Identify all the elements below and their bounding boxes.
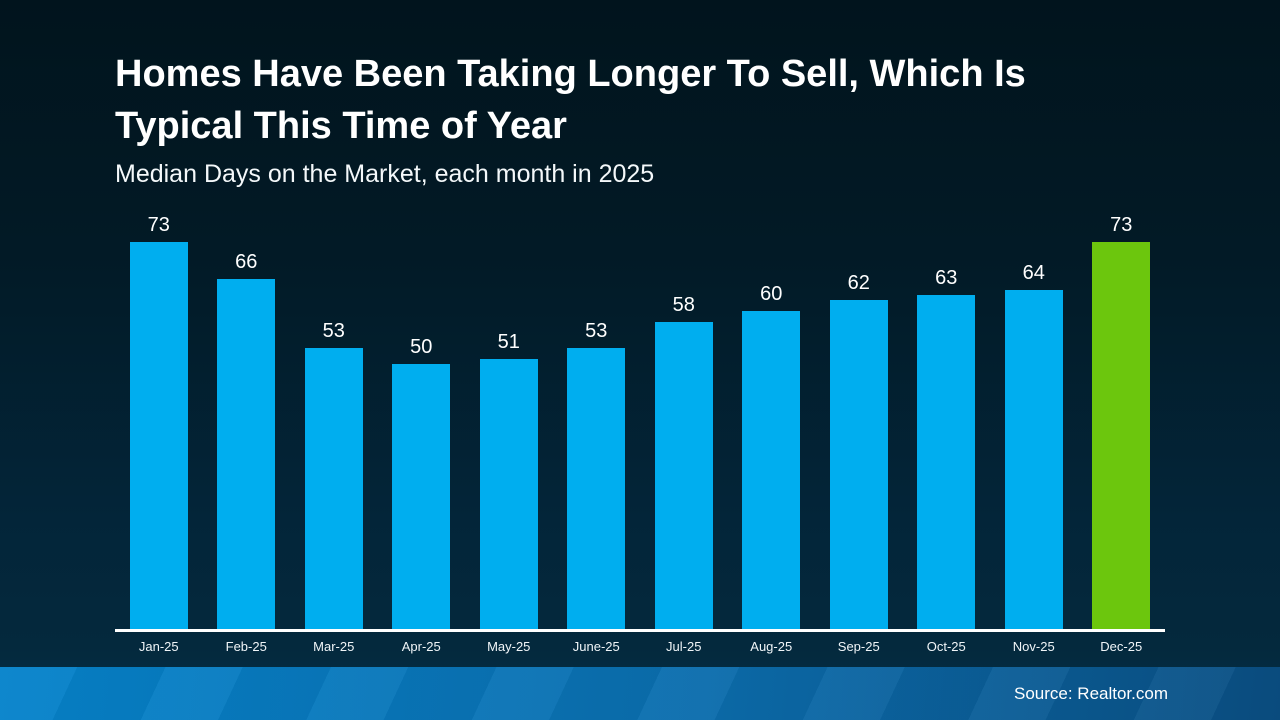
- bar-jan-25: [129, 242, 188, 630]
- bar-column-aug-25: 60: [728, 205, 816, 630]
- bar-value-label: 53: [322, 320, 345, 342]
- bar-column-apr-25: 50: [378, 205, 466, 630]
- bar-column-jul-25: 58: [640, 205, 728, 630]
- bar-oct-25: [917, 295, 976, 630]
- bar-column-feb-25: 66: [203, 205, 291, 630]
- x-axis-tick-label: Oct-25: [926, 639, 966, 654]
- x-axis-tick-label: Dec-25: [1100, 639, 1143, 654]
- x-axis-tick-label: Mar-25: [313, 639, 355, 654]
- x-axis-tick-label: Sep-25: [837, 639, 880, 654]
- bar-column-june-25: 53: [553, 205, 641, 630]
- x-axis-tick-label: May-25: [487, 639, 531, 654]
- bar-chart-plot-area: 73 66 53 50 51 53 58 60 62 63 64 73: [115, 205, 1165, 630]
- bar-column-jan-25: 73: [115, 205, 203, 630]
- chart-title: Homes Have Been Taking Longer To Sell, W…: [115, 53, 1026, 147]
- x-axis-tick-label: Apr-25: [401, 639, 441, 654]
- bar-value-label: 63: [935, 267, 958, 289]
- chart-subtitle: Median Days on the Market, each month in…: [115, 160, 655, 188]
- bar-column-dec-25: 73: [1078, 205, 1166, 630]
- bar-aug-25: [742, 311, 801, 630]
- bar-jul-25: [654, 322, 713, 630]
- bar-value-label: 64: [1022, 262, 1045, 284]
- bar-feb-25: [217, 279, 276, 630]
- bar-sep-25: [829, 300, 888, 630]
- bar-column-oct-25: 63: [903, 205, 991, 630]
- bar-column-may-25: 51: [465, 205, 553, 630]
- bar-column-nov-25: 64: [990, 205, 1078, 630]
- bar-value-label: 58: [672, 294, 695, 316]
- bar-apr-25: [392, 364, 451, 630]
- bar-column-mar-25: 53: [290, 205, 378, 630]
- bar-value-label: 73: [1110, 214, 1133, 236]
- bar-value-label: 50: [410, 336, 433, 358]
- x-axis-tick-label: June-25: [572, 639, 620, 654]
- bar-column-sep-25: 62: [815, 205, 903, 630]
- source-attribution: Source: Realtor.com: [1013, 683, 1168, 703]
- x-axis-tick-label: Feb-25: [225, 639, 267, 654]
- bar-mar-25: [304, 348, 363, 630]
- bar-value-label: 73: [147, 214, 170, 236]
- bar-nov-25: [1004, 290, 1063, 630]
- footer-bar: Source: Realtor.com: [0, 667, 1280, 720]
- bar-may-25: [479, 359, 538, 630]
- bar-value-label: 60: [760, 283, 783, 305]
- x-axis-labels: Jan-25 Feb-25 Mar-25 Apr-25 May-25 June-25 Jul…: [115, 639, 1165, 654]
- bar-dec-25: [1092, 242, 1151, 630]
- bar-value-label: 51: [497, 331, 520, 353]
- x-axis-tick-label: Nov-25: [1012, 639, 1055, 654]
- bar-value-label: 66: [235, 251, 258, 273]
- x-axis-tick-label: Aug-25: [750, 639, 793, 654]
- x-axis-tick-label: Jul-25: [666, 639, 702, 654]
- x-axis-tick-label: Jan-25: [138, 639, 179, 654]
- bar-value-label: 62: [847, 272, 870, 294]
- bar-june-25: [567, 348, 626, 630]
- chart-header: Homes Have Been Taking Longer To Sell, W…: [115, 48, 1215, 189]
- bar-value-label: 53: [585, 320, 608, 342]
- x-axis-line: [115, 629, 1165, 632]
